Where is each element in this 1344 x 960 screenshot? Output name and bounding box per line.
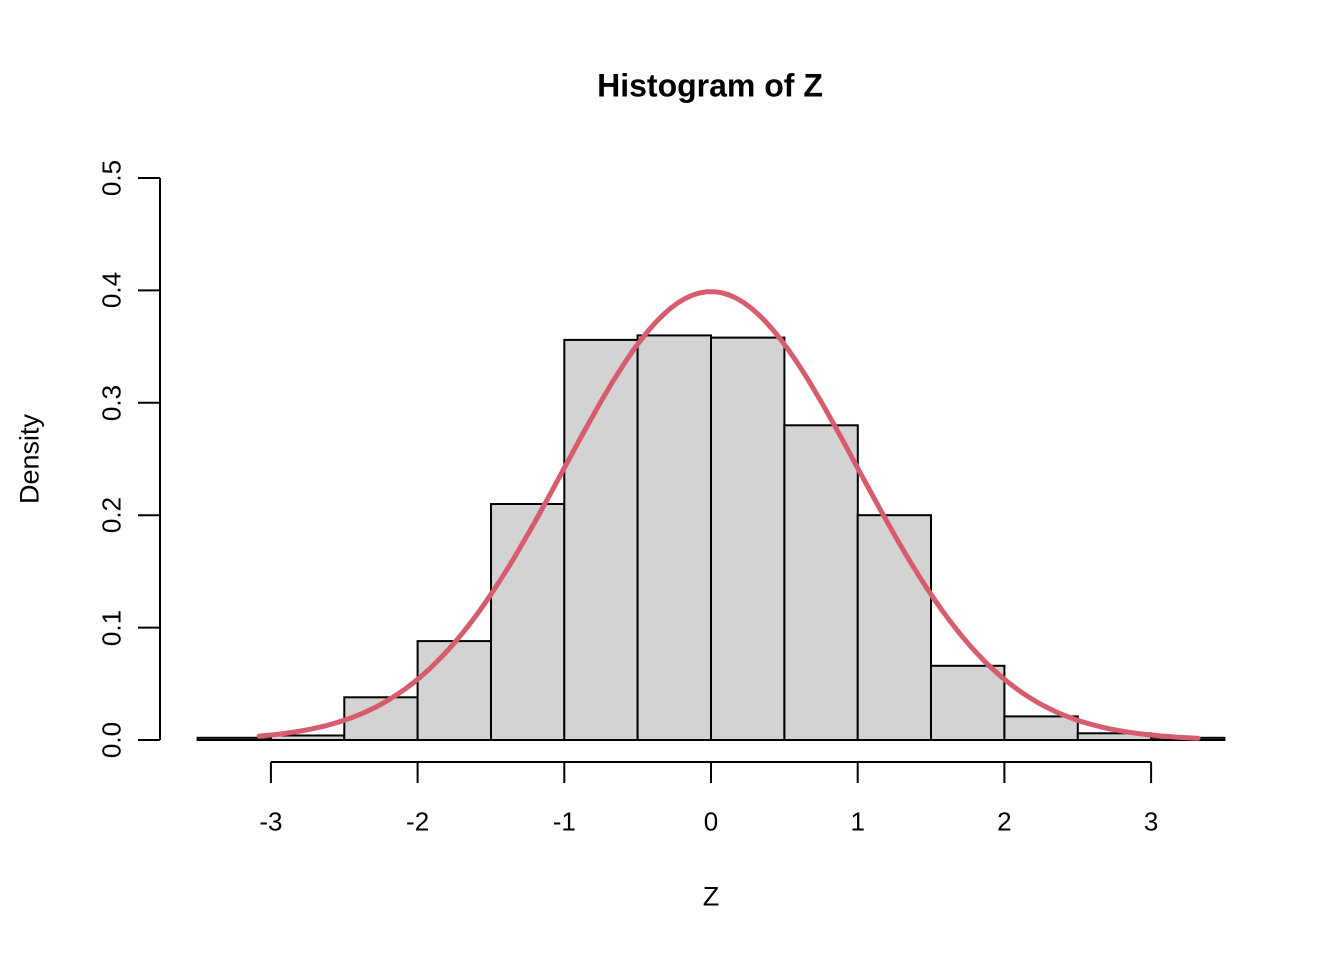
y-tick-label: 0.2	[96, 497, 127, 534]
x-tick-label: -3	[259, 806, 283, 837]
histogram-bar	[783, 424, 859, 741]
x-tick-label: 3	[1143, 806, 1159, 837]
density-curve	[256, 289, 1201, 741]
x-tick-label: -2	[406, 806, 430, 837]
histogram-bar	[636, 334, 712, 741]
x-tick-label: 1	[850, 806, 865, 837]
y-tick-label: 0.3	[96, 384, 127, 421]
chart-title: Histogram of Z	[597, 67, 823, 104]
x-tick-label: 2	[997, 806, 1012, 837]
y-tick-label: 0.0	[96, 721, 127, 759]
histogram-bar	[856, 514, 933, 742]
y-tick-label: 0.5	[96, 159, 127, 197]
y-tick-label: 0.1	[96, 609, 127, 646]
x-tick-label: 0	[703, 806, 719, 837]
histogram-bar	[563, 338, 639, 741]
y-tick-label: 0.4	[96, 272, 127, 309]
y-axis-label: Density	[14, 413, 45, 505]
x-axis-label: Z	[702, 881, 720, 912]
histogram-bar	[710, 336, 786, 741]
histogram-bar	[416, 640, 493, 741]
histogram-bar	[930, 664, 1006, 741]
histogram-bar	[1003, 715, 1079, 742]
x-tick-label: -1	[552, 806, 576, 837]
